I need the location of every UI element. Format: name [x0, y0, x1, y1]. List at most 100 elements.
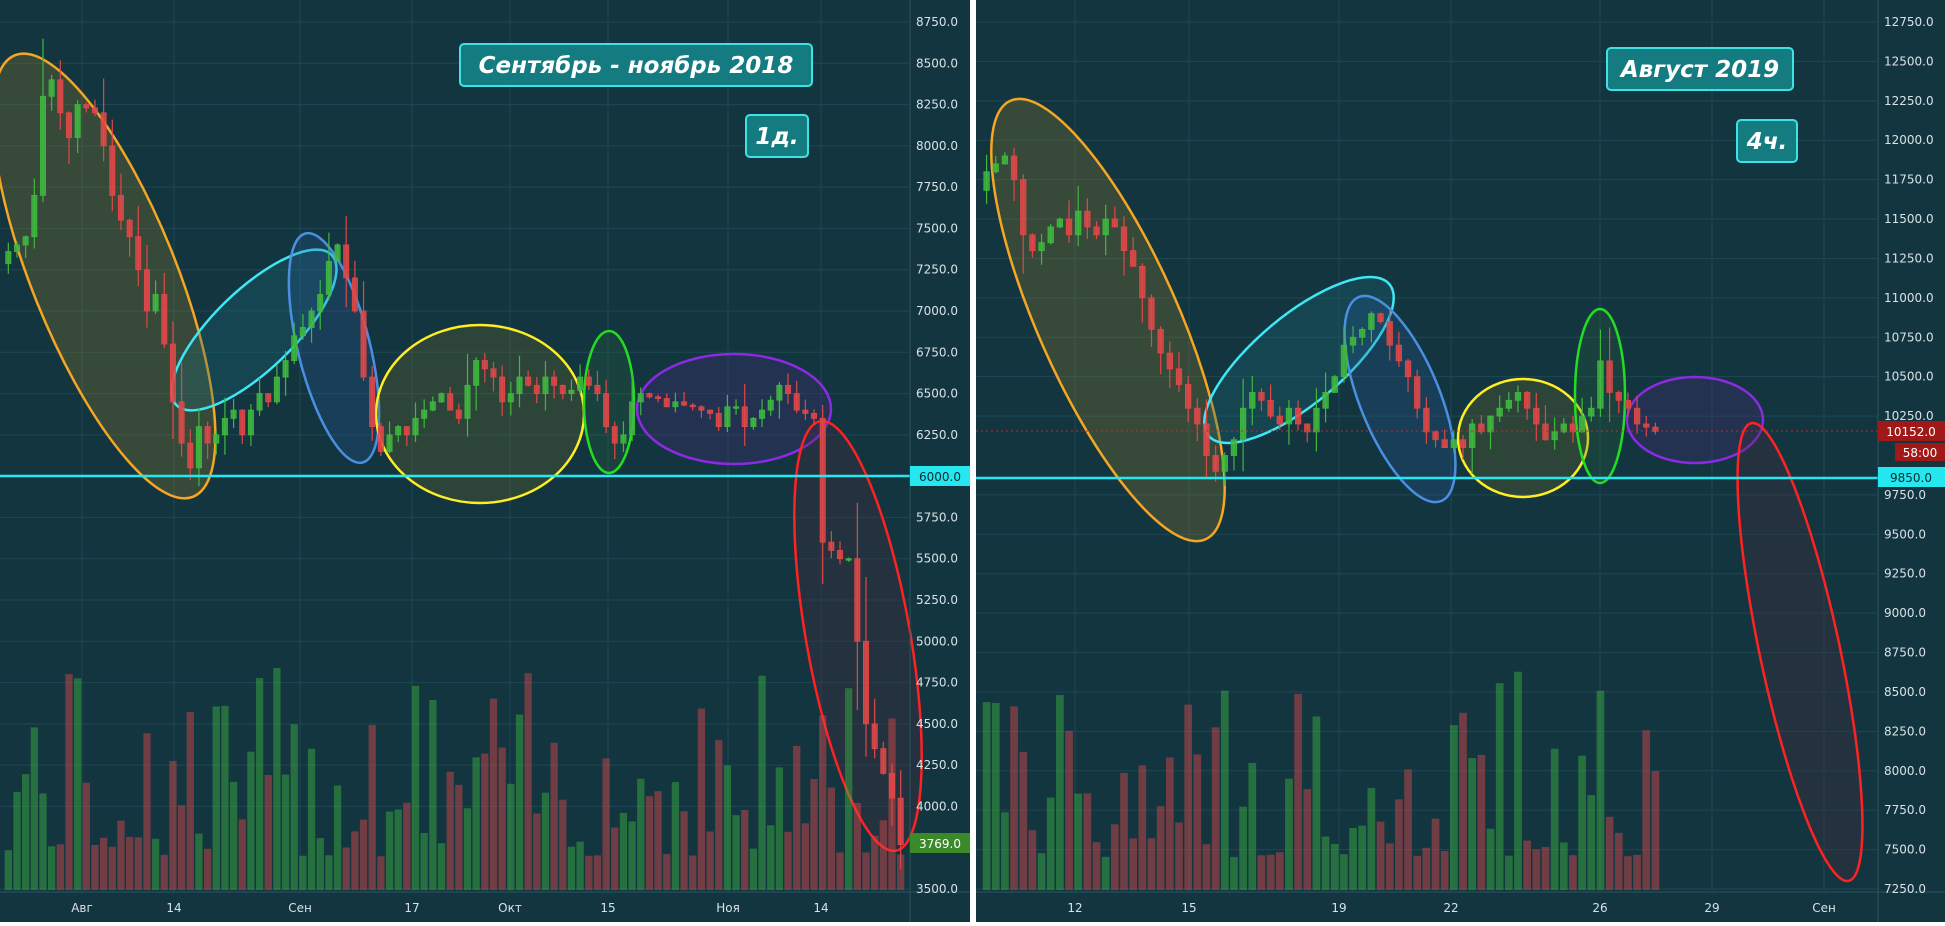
left-volume-bar: [481, 753, 489, 890]
right-candle-body: [1313, 407, 1320, 433]
left-volume-bar: [238, 819, 246, 890]
ellipse-blue-left: [287, 231, 381, 465]
left-volume-bar: [143, 733, 151, 890]
right-y-tick-label: 12000.0: [1884, 133, 1934, 147]
left-volume-bar: [203, 848, 212, 890]
left-volume-bar: [74, 678, 82, 890]
left-volume-bar: [637, 778, 645, 890]
right-volume-bar: [1275, 852, 1284, 890]
right-candle-body: [1487, 415, 1494, 433]
left-candle-body: [265, 393, 272, 403]
left-volume-bar: [82, 782, 90, 890]
left-volume-bar: [533, 813, 541, 890]
left-candle-body: [169, 343, 176, 403]
left-candle-body: [525, 376, 532, 386]
left-volume-bar: [342, 847, 350, 890]
right-candle-body: [1395, 344, 1403, 362]
ellipse-yellow-right: [1456, 377, 1590, 499]
left-candle-body: [724, 406, 731, 428]
left-volume-bar: [827, 787, 835, 890]
left-volume-bar: [515, 714, 524, 890]
right-title: Август 2019: [1619, 57, 1779, 83]
right-candle-body: [1221, 455, 1228, 472]
right-candle-body: [1230, 439, 1238, 456]
right-volume-bar: [1138, 765, 1147, 890]
left-candle-body: [507, 393, 514, 403]
left-candle-body: [889, 773, 896, 799]
left-volume-bar: [273, 667, 281, 890]
left-volume-bar: [160, 854, 168, 890]
right-candle-body: [1368, 313, 1375, 330]
right-candle-body: [1276, 415, 1283, 425]
left-candle-body: [741, 406, 748, 428]
left-candle-body: [195, 426, 202, 469]
left-support-badge: 6000.0: [910, 466, 970, 486]
right-volume-bar: [1019, 751, 1028, 890]
left-candle-body: [681, 401, 688, 406]
right-y-tick-label: 8750.0: [1884, 646, 1926, 660]
right-volume-bar: [1111, 824, 1119, 890]
right-y-tick-label: 8500.0: [1884, 685, 1926, 699]
left-candle-body: [585, 376, 592, 386]
left-volume-bar: [758, 675, 766, 890]
right-candle-body: [1633, 407, 1641, 425]
left-candle-body: [759, 409, 766, 419]
left-candle-body: [412, 417, 419, 436]
left-y-tick-label: 5000.0: [916, 634, 958, 648]
right-y-tick-label: 11750.0: [1884, 173, 1934, 187]
right-volume-bar: [1477, 754, 1486, 890]
right-candle-body: [1496, 407, 1503, 417]
right-volume-bar: [1285, 778, 1293, 890]
left-volume-bar: [784, 831, 792, 890]
left-volume-bar: [221, 705, 229, 890]
right-candle-body: [1578, 415, 1586, 433]
left-volume-bar: [593, 855, 602, 890]
left-candle-body: [776, 384, 783, 401]
left-candle-body: [646, 393, 653, 398]
right-volume-bar: [1349, 827, 1357, 890]
left-y-tick-label: 6250.0: [916, 428, 958, 442]
right-volume-bar: [1074, 793, 1083, 890]
left-candle-body: [421, 409, 428, 419]
right-candle-body: [1441, 439, 1448, 449]
left-candle-body: [230, 409, 237, 419]
left-y-tick-label: 6500.0: [916, 387, 958, 401]
left-y-tick-label: 8750.0: [916, 15, 958, 29]
ellipse-blue-right: [1343, 294, 1457, 504]
right-volume-bar: [1495, 683, 1504, 890]
left-volume-bar: [689, 855, 697, 890]
left-candle-body: [334, 244, 341, 262]
left-volume-bar: [576, 841, 584, 890]
left-volume-bar: [359, 819, 368, 890]
right-volume-bar: [1404, 769, 1412, 890]
right-volume-bar: [1257, 855, 1266, 890]
left-volume-bar: [108, 846, 116, 890]
left-volume-bar: [169, 760, 177, 890]
left-candle-body: [386, 434, 393, 452]
left-candle-body: [880, 748, 887, 774]
left-last-price-badge: 3769.0: [910, 833, 970, 853]
left-volume-bar: [377, 856, 385, 890]
left-volume-bar: [151, 838, 160, 890]
left-candle-body: [213, 434, 220, 444]
left-volume-bar: [819, 715, 827, 890]
right-candle-body: [1542, 423, 1549, 441]
left-volume-bar: [48, 846, 56, 890]
left-volume-bar: [264, 774, 272, 890]
left-candle-body: [256, 393, 263, 411]
left-volume-bar: [229, 781, 238, 890]
right-volume-bar: [1239, 806, 1247, 890]
left-volume-bar: [39, 793, 47, 890]
left-y-tick-label: 8500.0: [916, 56, 958, 70]
right-candle-body: [1322, 392, 1329, 409]
left-volume-bar: [801, 823, 810, 890]
left-candle-body: [481, 360, 488, 370]
left-candle-body: [377, 426, 384, 452]
right-volume-bar: [1450, 725, 1458, 890]
right-candle-body: [1533, 407, 1540, 425]
right-y-tick-label: 9000.0: [1884, 606, 1926, 620]
right-volume-bar: [1001, 812, 1009, 890]
right-candle-body: [1459, 439, 1467, 449]
right-candle-body: [1166, 352, 1173, 370]
left-candle-body: [221, 417, 228, 436]
